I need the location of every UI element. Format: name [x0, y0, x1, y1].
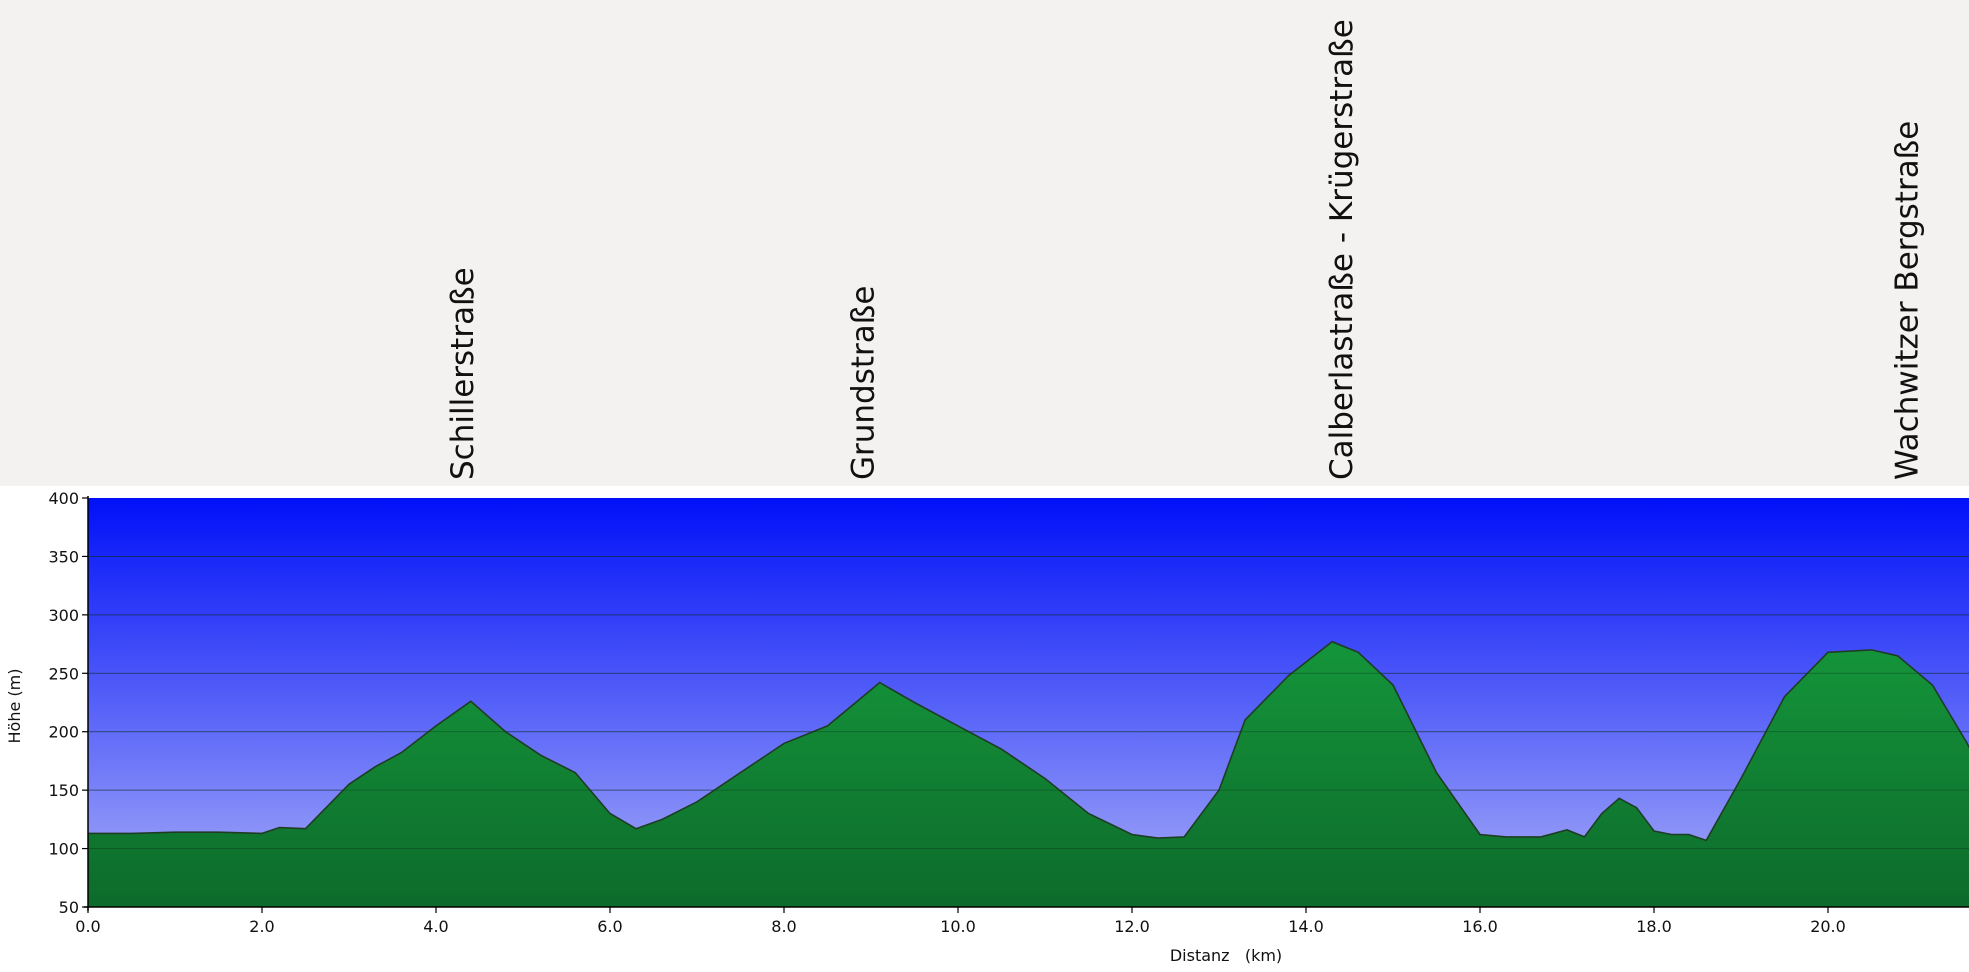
y-tick-label: 200	[48, 723, 79, 742]
x-tick-label: 6.0	[597, 917, 622, 936]
x-tick-label: 20.0	[1810, 917, 1846, 936]
y-tick-label: 400	[48, 489, 79, 508]
x-tick-label: 2.0	[249, 917, 274, 936]
y-tick-label: 350	[48, 547, 79, 566]
x-tick-label: 16.0	[1462, 917, 1498, 936]
x-tick-label: 0.0	[75, 917, 100, 936]
x-tick-label: 12.0	[1114, 917, 1150, 936]
x-tick-label: 10.0	[940, 917, 976, 936]
y-tick-label: 50	[59, 898, 79, 917]
x-tick-label: 8.0	[771, 917, 796, 936]
y-tick-label: 150	[48, 781, 79, 800]
road-annotation: Schillerstraße	[445, 267, 481, 480]
y-tick-label: 250	[48, 664, 79, 683]
x-tick-label: 18.0	[1636, 917, 1672, 936]
elevation-area	[88, 641, 1969, 907]
road-annotation: Calberlastraße - Krügerstraße	[1324, 19, 1360, 480]
road-annotation: Grundstraße	[845, 286, 881, 480]
y-tick-label: 300	[48, 606, 79, 625]
road-annotation: Wachwitzer Bergstraße	[1889, 121, 1925, 480]
x-axis-title: Distanz (km)	[1170, 946, 1282, 965]
road-annotations: Schillerstraße Grundstraße Calberlastraße …	[445, 19, 1925, 480]
x-tick-label: 14.0	[1288, 917, 1324, 936]
elevation-line	[88, 640, 1969, 842]
road-label-band	[0, 0, 1969, 486]
y-tick-label: 100	[48, 840, 79, 859]
axes: 400 350 300 250 200 150 100 500.0 2.0 4.0 6.0 8.0 10…	[48, 489, 1969, 936]
y-axis-title: Höhe (m)	[5, 669, 24, 744]
x-tick-label: 4.0	[423, 917, 448, 936]
